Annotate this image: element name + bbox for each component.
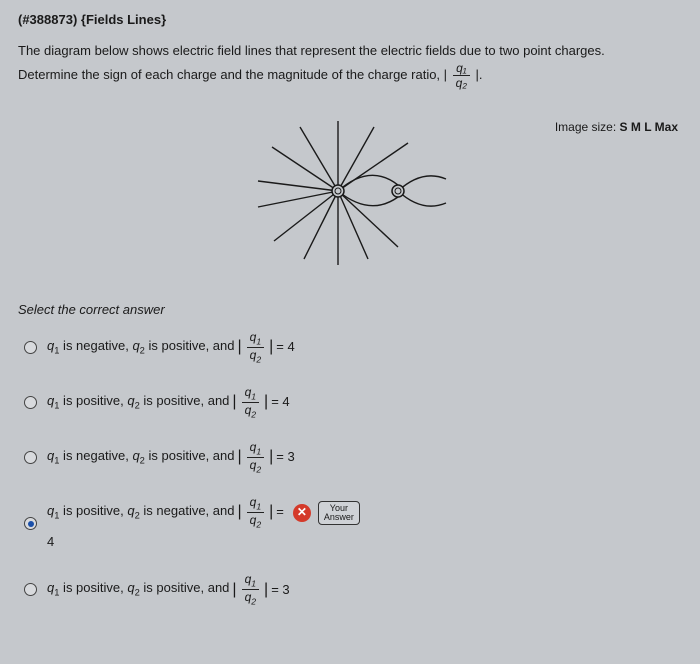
option-value: = 3 [271, 581, 289, 599]
ratio-fraction: q1q2 [247, 441, 264, 474]
radio-button[interactable] [24, 583, 37, 596]
ratio-fraction: q₁ q₂ [453, 62, 470, 89]
option-text: q1 is positive, q2 is negative, and [47, 502, 234, 523]
radio-button[interactable] [24, 396, 37, 409]
question-header: (#388873) {Fields Lines} [18, 12, 682, 27]
abs-bar: | [237, 336, 241, 358]
abs-bar: | [264, 579, 268, 601]
image-size-control[interactable]: Image size: S M L Max [555, 120, 678, 134]
abs-bar: | [237, 446, 241, 468]
option-value: = 4 [276, 338, 294, 356]
image-size-label: Image size: [555, 120, 616, 134]
ratio-fraction: q1q2 [242, 386, 259, 419]
option-row[interactable]: q1 is positive, q2 is negative, and|q1q2… [24, 496, 682, 551]
option-row[interactable]: q1 is positive, q2 is positive, and|q1q2… [24, 573, 682, 606]
radio-button[interactable] [24, 341, 37, 354]
abs-bar: | [237, 501, 241, 523]
option-extra: 4 [47, 533, 360, 551]
option-value: = 4 [271, 393, 289, 411]
options-group: q1 is negative, q2 is positive, and|q1q2… [18, 331, 682, 607]
wrong-icon: ✕ [293, 504, 311, 522]
option-row[interactable]: q1 is negative, q2 is positive, and|q1q2… [24, 441, 682, 474]
ratio-fraction: q1q2 [247, 496, 264, 529]
ratio-fraction: q1q2 [247, 331, 264, 364]
option-text: q1 is positive, q2 is positive, and [47, 392, 229, 413]
radio-button[interactable] [24, 517, 37, 530]
your-answer-badge: YourAnswer [318, 501, 360, 525]
ratio-num: q₁ [453, 62, 469, 76]
option-text: q1 is positive, q2 is positive, and [47, 579, 229, 600]
desc-line2a: Determine the sign of each charge and th… [18, 67, 447, 82]
ratio-den: q₂ [453, 76, 470, 89]
option-text: q1 is negative, q2 is positive, and [47, 337, 234, 358]
select-prompt: Select the correct answer [18, 302, 682, 317]
abs-bar: | [269, 446, 273, 468]
option-value: = [276, 503, 284, 521]
abs-bar: | [232, 391, 236, 413]
abs-bar: | [232, 579, 236, 601]
desc-line2b: |. [476, 67, 483, 82]
desc-line1: The diagram below shows electric field l… [18, 43, 605, 58]
option-row[interactable]: q1 is positive, q2 is positive, and|q1q2… [24, 386, 682, 419]
abs-bar: | [269, 336, 273, 358]
option-row[interactable]: q1 is negative, q2 is positive, and|q1q2… [24, 331, 682, 364]
option-value: = 3 [276, 448, 294, 466]
ratio-fraction: q1q2 [242, 573, 259, 606]
abs-bar: | [269, 501, 273, 523]
question-description: The diagram below shows electric field l… [18, 41, 682, 89]
radio-button[interactable] [24, 451, 37, 464]
field-lines-svg [250, 109, 450, 269]
abs-bar: | [264, 391, 268, 413]
image-size-options[interactable]: S M L Max [620, 120, 678, 134]
option-text: q1 is negative, q2 is positive, and [47, 447, 234, 468]
